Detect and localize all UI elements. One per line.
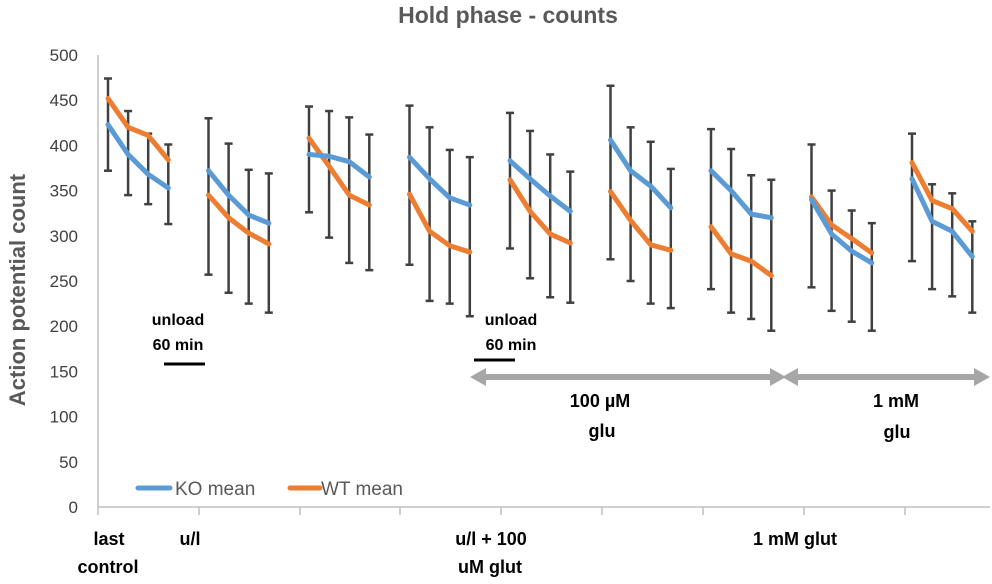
legend-wt-label: WT mean (321, 479, 403, 500)
y-tick-label: 150 (50, 362, 78, 381)
x-group-label-last-control-1: last (93, 529, 124, 549)
y-tick-label: 100 (50, 408, 78, 427)
y-tick-label: 0 (69, 498, 78, 517)
error-bar (244, 168, 253, 305)
wt-mean-line-segment-4 (407, 191, 473, 255)
annotation-unload-1-line1: unload (152, 312, 204, 329)
error-bar (827, 189, 836, 313)
ko-mean-line-segment-7 (708, 168, 774, 221)
range-arrow-100um (470, 368, 786, 386)
ko-mean-line-segment-3 (306, 151, 372, 180)
annotation-100um-line1: 100 µM (570, 391, 630, 411)
x-group-label-ul: u/l (180, 529, 201, 549)
error-bar (526, 129, 535, 280)
error-bar (345, 116, 354, 265)
error-bar (566, 170, 575, 304)
x-group-label-ul-100-2: uM glut (458, 557, 522, 577)
error-bar (707, 127, 715, 291)
error-bar (325, 109, 334, 239)
error-bar (908, 132, 916, 263)
range-arrow-1mm (782, 368, 990, 386)
ko-mean-line-segment-2 (206, 168, 272, 226)
error-bar (546, 153, 555, 299)
y-tick-label: 250 (50, 272, 78, 291)
error-bar (867, 221, 876, 332)
annotation-unload-1-line2: 60 min (153, 337, 204, 354)
chart-title: Hold phase - counts (398, 2, 618, 28)
y-tick-label: 200 (50, 317, 78, 336)
error-bar (747, 173, 756, 321)
ko-mean-line-segment-8 (809, 197, 875, 266)
annotation-100um-line2: glu (589, 421, 616, 441)
ko-mean-line-segment-9 (909, 176, 975, 260)
error-bar (847, 209, 856, 323)
x-group-label-ul-100-1: u/l + 100 (455, 529, 527, 549)
error-bar (425, 126, 434, 303)
y-tick-labels: 0 50 100 150 200 250 300 350 400 450 500 (50, 46, 78, 517)
annotation-unload-2-line2: 60 min (486, 337, 537, 354)
ko-mean-line-segment-6 (608, 137, 674, 211)
annotation-1mm-line1: 1 mM (873, 391, 919, 411)
wt-mean-line-segment-7 (708, 224, 774, 279)
error-bar (606, 84, 615, 261)
y-tick-label: 300 (50, 227, 78, 246)
wt-mean-line-segment-1 (105, 95, 171, 163)
legend: KO mean WT mean (135, 479, 403, 500)
y-axis-label: Action potential count (5, 173, 30, 406)
wt-mean-line-segment-8 (809, 194, 875, 256)
error-bars (104, 77, 977, 332)
error-bar (405, 104, 414, 266)
ko-mean-line-segment-4 (407, 154, 473, 208)
error-bar (807, 143, 816, 289)
annotation-unload-2-line1: unload (485, 312, 537, 329)
x-tick-marks (97, 507, 906, 515)
x-group-label-1mm-glut: 1 mM glut (753, 529, 837, 549)
legend-ko-label: KO mean (175, 479, 255, 500)
wt-mean-line-segment-6 (608, 189, 674, 253)
y-tick-label: 50 (59, 453, 78, 472)
error-bar (445, 148, 454, 305)
error-bar (465, 155, 474, 318)
wt-mean-line-segment-3 (306, 135, 372, 208)
error-bar (305, 105, 313, 214)
error-bar (666, 167, 675, 310)
error-bar (727, 147, 736, 314)
error-bar (767, 178, 776, 332)
y-tick-label: 500 (50, 46, 78, 65)
error-bar (626, 126, 635, 283)
x-group-label-last-control-2: control (78, 557, 139, 577)
error-bar (646, 140, 655, 305)
wt-mean-line-segment-2 (206, 192, 272, 247)
annotation-1mm-line2: glu (884, 422, 911, 442)
series-lines (105, 95, 975, 279)
y-tick-label: 350 (50, 182, 78, 201)
ko-mean-line-segment-5 (507, 158, 573, 214)
wt-mean-line-segment-9 (909, 160, 975, 234)
y-tick-label: 400 (50, 136, 78, 155)
ko-mean-line-segment-1 (105, 122, 171, 191)
y-tick-label: 450 (50, 91, 78, 110)
error-bar (968, 220, 977, 314)
wt-mean-line-segment-5 (507, 177, 573, 246)
